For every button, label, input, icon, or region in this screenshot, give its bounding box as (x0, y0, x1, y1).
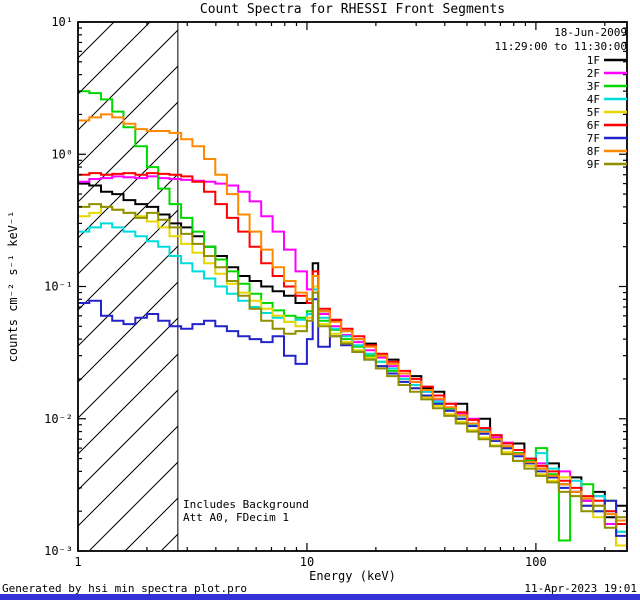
series-4F (78, 222, 627, 533)
legend-label-6F: 6F (587, 119, 600, 132)
render-timestamp: 11-Apr-2023 19:01 (524, 582, 637, 595)
series-9F (78, 203, 627, 536)
spectra-series-group (78, 90, 627, 547)
y-axis-label: counts cm⁻² s⁻¹ keV⁻¹ (6, 210, 20, 363)
x-tick-label: 100 (525, 555, 547, 569)
y-tick-label: 10⁰ (51, 147, 73, 161)
legend-label-8F: 8F (587, 145, 600, 158)
legend-label-1F: 1F (587, 54, 600, 67)
y-tick-label: 10¹ (51, 15, 73, 29)
observation-time-range: 11:29:00 to 11:30:00 (494, 40, 627, 53)
plot-frame (77, 21, 628, 552)
x-axis-label: Energy (keV) (309, 569, 396, 583)
background-note: Includes Background (183, 498, 309, 511)
attenuator-note: Att A0, FDecim 1 (183, 511, 289, 524)
y-tick-label: 10⁻¹ (44, 280, 73, 294)
legend-label-4F: 4F (587, 93, 600, 106)
legend-label-9F: 9F (587, 158, 600, 171)
series-3F (78, 90, 627, 542)
excluded-region-hatch (78, 22, 178, 551)
x-tick-label: 10 (300, 555, 314, 569)
plot-title: Count Spectra for RHESSI Front Segments (199, 2, 506, 17)
legend-label-2F: 2F (587, 67, 600, 80)
y-tick-label: 10⁻² (44, 412, 73, 426)
bottom-accent-bar (0, 594, 640, 600)
series-5F (78, 205, 627, 547)
tick-labels: 1 10 100 10⁻³ 10⁻² 10⁻¹ 10⁰ 10¹ (44, 15, 547, 569)
series-2F (78, 175, 627, 547)
legend-label-3F: 3F (587, 80, 600, 93)
legend-label-7F: 7F (587, 132, 600, 145)
series-8F (78, 113, 627, 528)
y-tick-label: 10⁻³ (44, 544, 73, 558)
legend-label-5F: 5F (587, 106, 600, 119)
x-tick-label: 1 (74, 555, 81, 569)
observation-date: 18-Jun-2009 (554, 26, 627, 39)
generator-credit: Generated by hsi_min_spectra_plot.pro (2, 582, 248, 595)
